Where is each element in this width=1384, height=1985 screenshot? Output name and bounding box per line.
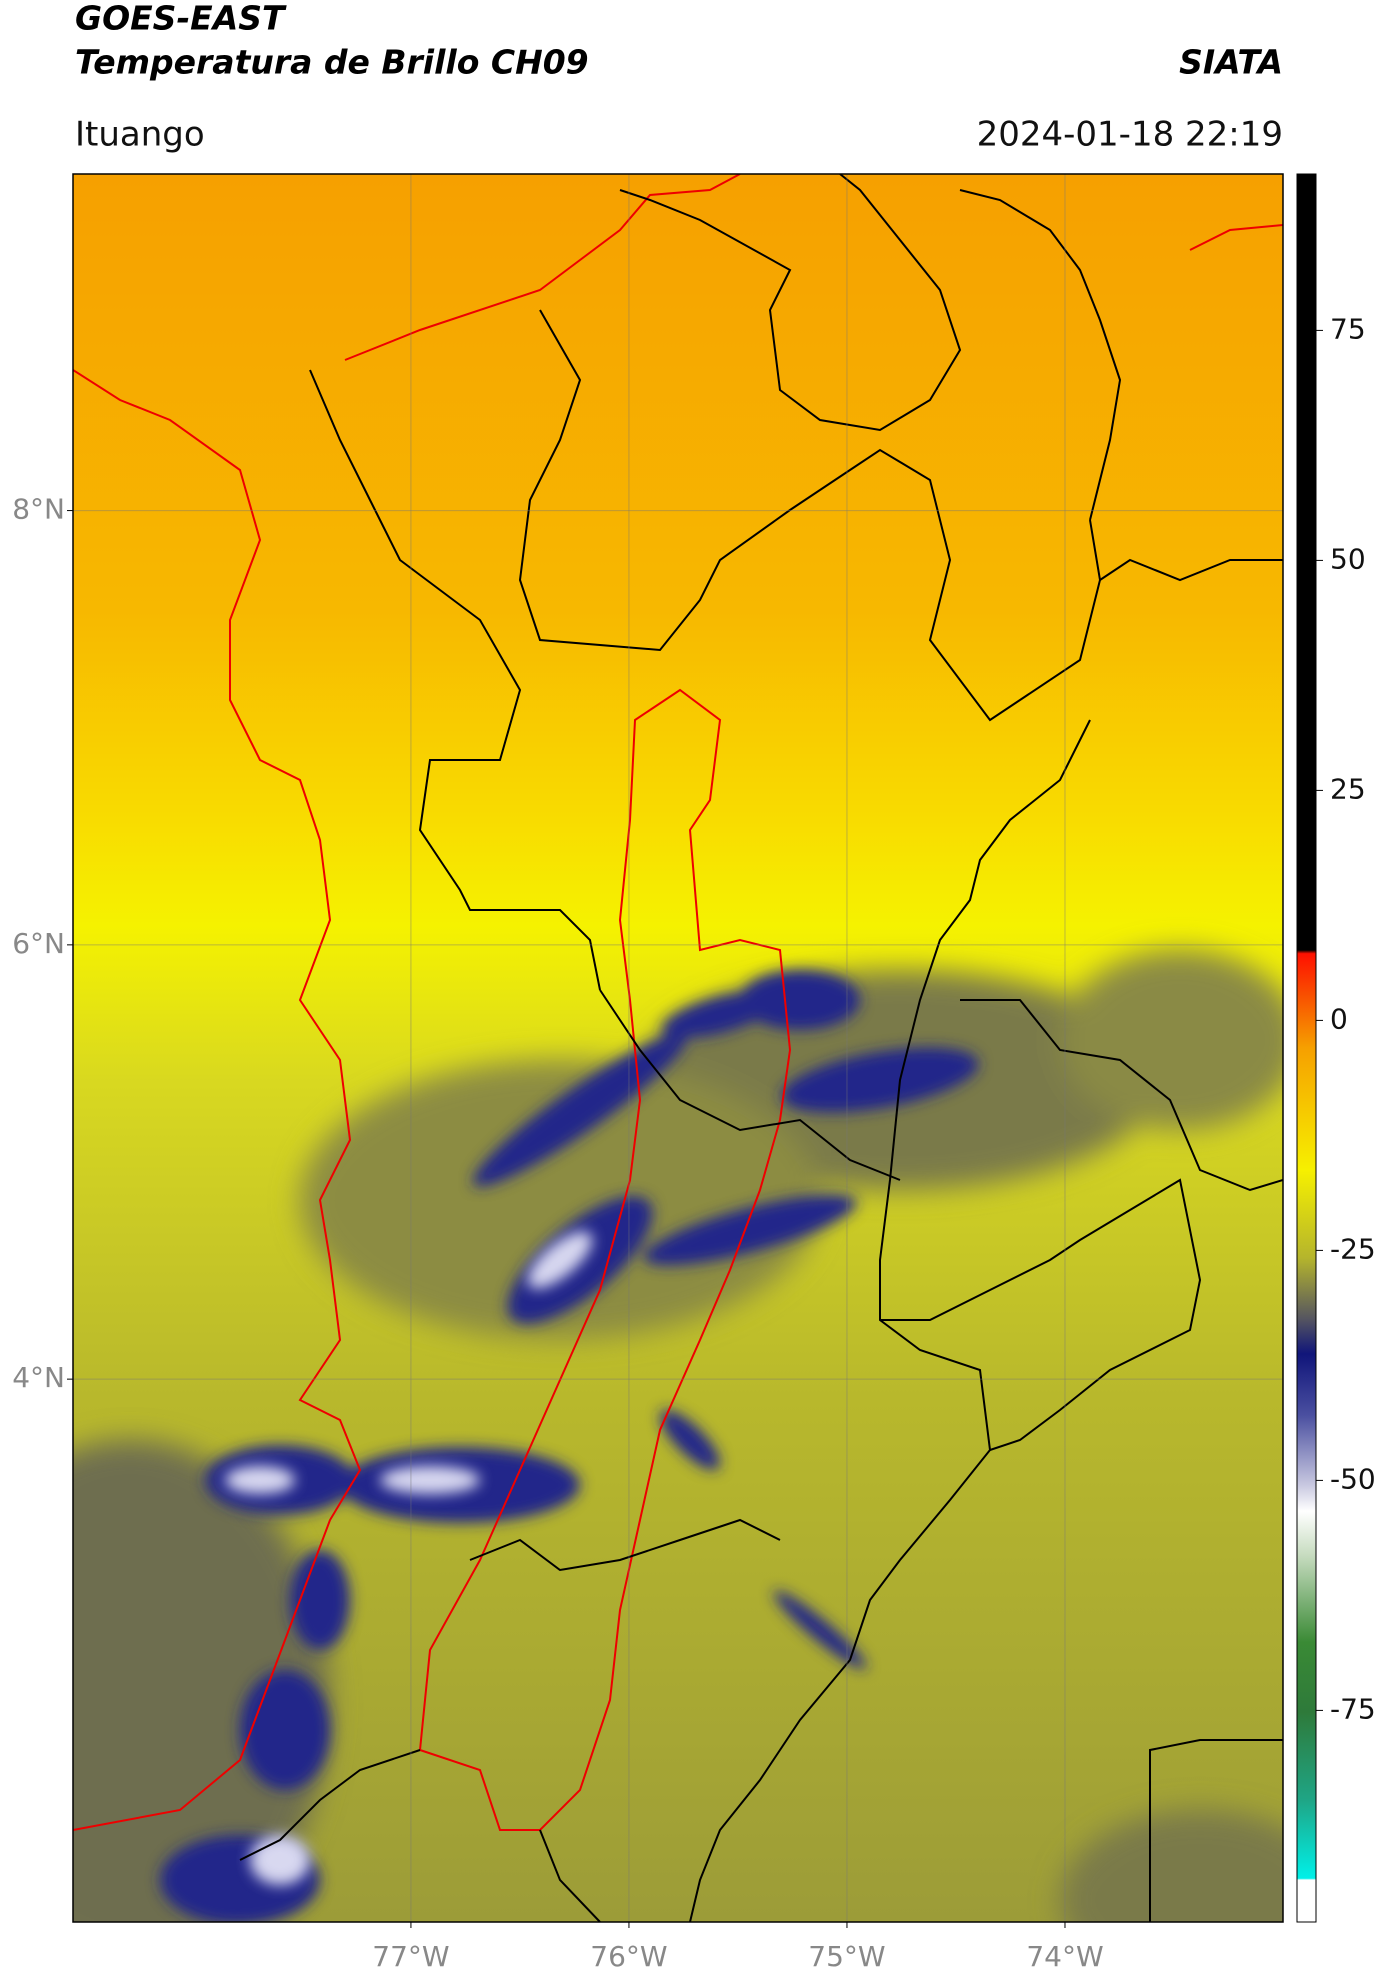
coldest-tops: [225, 1231, 593, 1885]
datetime: 2024-01-18 22:19: [977, 115, 1283, 155]
map-frame: [72, 173, 1284, 1923]
grid: [73, 174, 1283, 1922]
source: SIATA: [1179, 43, 1283, 82]
colorbar-tick-label: 50: [1330, 542, 1366, 575]
x-tick-label: 76°W: [590, 1940, 667, 1973]
x-tick-label: 77°W: [372, 1940, 449, 1973]
x-tick-label: 75°W: [808, 1940, 885, 1973]
colorbar-tick-label: -50: [1330, 1462, 1376, 1495]
black-borders: [239, 174, 1283, 1922]
y-tick-label: 4°N: [12, 1361, 65, 1394]
colorbar: [1296, 173, 1317, 1923]
y-tick-label: 6°N: [12, 927, 65, 960]
location: Ituango: [75, 115, 205, 155]
map-image: [73, 174, 1283, 1922]
colorbar-tick-label: 25: [1330, 772, 1366, 805]
colorbar-tick-label: 0: [1330, 1002, 1348, 1035]
colorbar-tick-label: -75: [1330, 1692, 1376, 1725]
subtitle: Temperatura de Brillo CH09: [75, 43, 589, 82]
y-tick-label: 8°N: [12, 493, 65, 526]
x-tick-label: 74°W: [1026, 1940, 1103, 1973]
title: GOES-EAST: [75, 0, 287, 38]
colorbar-tick-label: 75: [1330, 312, 1366, 345]
red-borders: [73, 174, 1283, 1831]
colorbar-tick-label: -25: [1330, 1232, 1376, 1265]
